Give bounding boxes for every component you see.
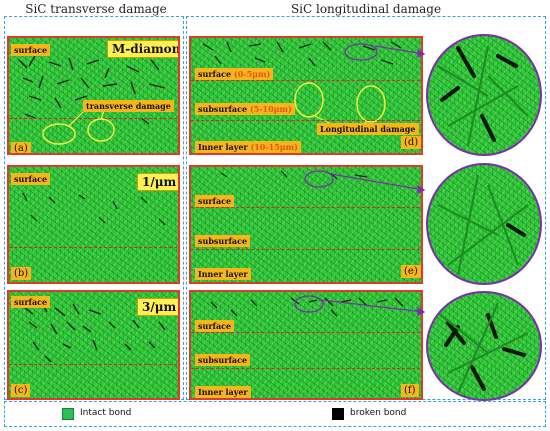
subsurface-range: (5-10μm)	[249, 104, 292, 114]
header-longitudinal: SiC longitudinal damage	[290, 2, 442, 16]
label-surface: surface	[195, 320, 235, 332]
panel-c: surface 3/μm (c)	[7, 290, 180, 400]
panel-f-damage	[210, 295, 404, 317]
surface-boundary	[191, 332, 421, 333]
boundary-line	[9, 118, 178, 119]
label-surface: surface	[11, 173, 51, 185]
label-surface-range: surface (0-5μm)	[195, 68, 274, 80]
label-inner-range: Inner layer (10-15μm)	[195, 141, 301, 153]
method-label: 1/μm	[137, 173, 178, 191]
panel-e-damage	[220, 170, 368, 188]
label-surface: surface	[11, 44, 51, 56]
panel-letter-b: (b)	[11, 267, 32, 280]
label-surface: surface	[198, 69, 232, 79]
panel-a: surface M-diamond transverse damage (a)	[7, 36, 180, 155]
subsurface-boundary	[191, 120, 421, 121]
legend-intact-swatch	[62, 408, 74, 420]
panel-f: surface subsurface Inner layer (f)	[189, 290, 423, 400]
method-label: M-diamond	[107, 40, 178, 58]
panel-letter-f: (f)	[401, 384, 419, 397]
panel-letter-c: (c)	[11, 384, 31, 397]
legend-broken-swatch	[332, 408, 344, 420]
panel-d-damage	[202, 41, 402, 67]
legend-frame	[4, 401, 546, 427]
legend-intact-label: Intact bond	[80, 408, 132, 418]
panel-d: surface (0-5μm) subsurface (5-10μm) Long…	[189, 36, 423, 155]
panel-letter-e: (e)	[401, 265, 421, 278]
surface-range: (0-5μm)	[233, 69, 271, 79]
zoom-circle-f-bonds	[437, 302, 529, 394]
label-subsurface-range: subsurface (5-10μm)	[195, 103, 295, 115]
surface-boundary	[191, 207, 421, 208]
label-surface: surface	[11, 296, 51, 308]
label-surface: surface	[195, 195, 235, 207]
panel-e: surface subsurface Inner layer (e)	[189, 165, 423, 284]
panel-letter-a: (a)	[11, 142, 31, 153]
zoom-circle-f	[426, 291, 542, 401]
zoom-circle-d	[426, 34, 542, 156]
method-label: 3/μm	[137, 298, 178, 316]
zoom-circle-d-bonds	[437, 45, 529, 147]
panel-letter-d: (d)	[401, 136, 421, 149]
legend-broken-label: broken bond	[350, 408, 407, 418]
subsurface-boundary	[191, 368, 421, 369]
panel-b: surface 1/μm (b)	[7, 165, 180, 284]
boundary-line	[9, 247, 178, 248]
zoom-circle-e-bonds	[437, 174, 529, 276]
header-transverse: SiC transverse damage	[25, 2, 167, 16]
label-inner-layer: Inner layer	[198, 142, 248, 152]
surface-boundary	[191, 80, 421, 81]
label-subsurface: subsurface	[195, 354, 251, 366]
label-inner-layer: Inner layer	[195, 268, 251, 280]
boundary-line	[9, 364, 178, 365]
label-subsurface: subsurface	[195, 235, 251, 247]
subsurface-boundary	[191, 249, 421, 250]
inner-range: (10-15μm)	[250, 142, 298, 152]
zoom-circle-e	[426, 163, 542, 285]
label-inner-layer: Inner layer	[195, 386, 251, 398]
label-subsurface: subsurface	[198, 104, 248, 114]
label-transverse-damage: transverse damage	[83, 100, 174, 112]
panel-b-damage	[22, 192, 166, 226]
label-longitudinal-damage: Longitudinal damage	[317, 123, 419, 135]
panel-a-damage	[18, 55, 166, 125]
